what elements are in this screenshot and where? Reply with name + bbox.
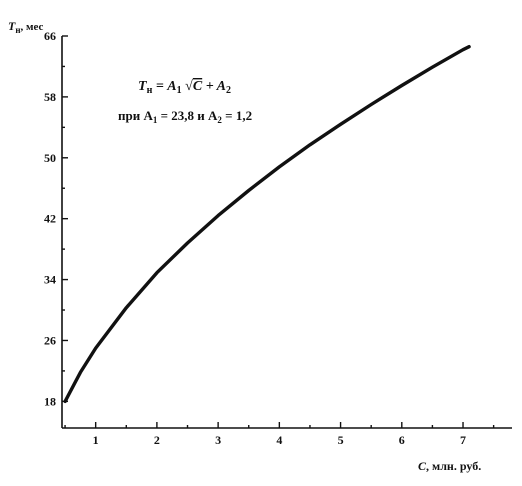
x-tick-label: 7	[460, 433, 466, 447]
coefficients-line: при A1 = 23,8 и A2 = 1,2	[118, 108, 252, 125]
x-tick-label: 5	[338, 433, 344, 447]
y-tick-label: 42	[44, 212, 56, 226]
y-tick-label: 18	[44, 394, 56, 408]
series-layer	[63, 45, 471, 404]
y-tick-label: 34	[44, 273, 56, 287]
x-tick-label: 4	[276, 433, 282, 447]
x-tick-label: 1	[93, 433, 99, 447]
x-axis-ticks: 1 2 3 4 5 6 7	[64, 422, 495, 447]
y-tick-label: 26	[44, 333, 56, 347]
formula-line: Tн = A1 √C + A2	[138, 79, 231, 96]
y-tick-label: 50	[44, 151, 56, 165]
x-axis-label: C, млн. руб.	[418, 459, 481, 473]
y-axis-ticks: 18 26 34 42 50 58 66	[44, 29, 68, 408]
series-line	[63, 45, 471, 404]
y-axis-label: Tн, мес	[8, 19, 44, 35]
x-tick-label: 6	[399, 433, 405, 447]
y-tick-label: 58	[44, 90, 56, 104]
x-tick-label: 3	[215, 433, 221, 447]
y-tick-label: 66	[44, 29, 56, 43]
axes	[61, 36, 512, 429]
x-tick-label: 2	[154, 433, 160, 447]
